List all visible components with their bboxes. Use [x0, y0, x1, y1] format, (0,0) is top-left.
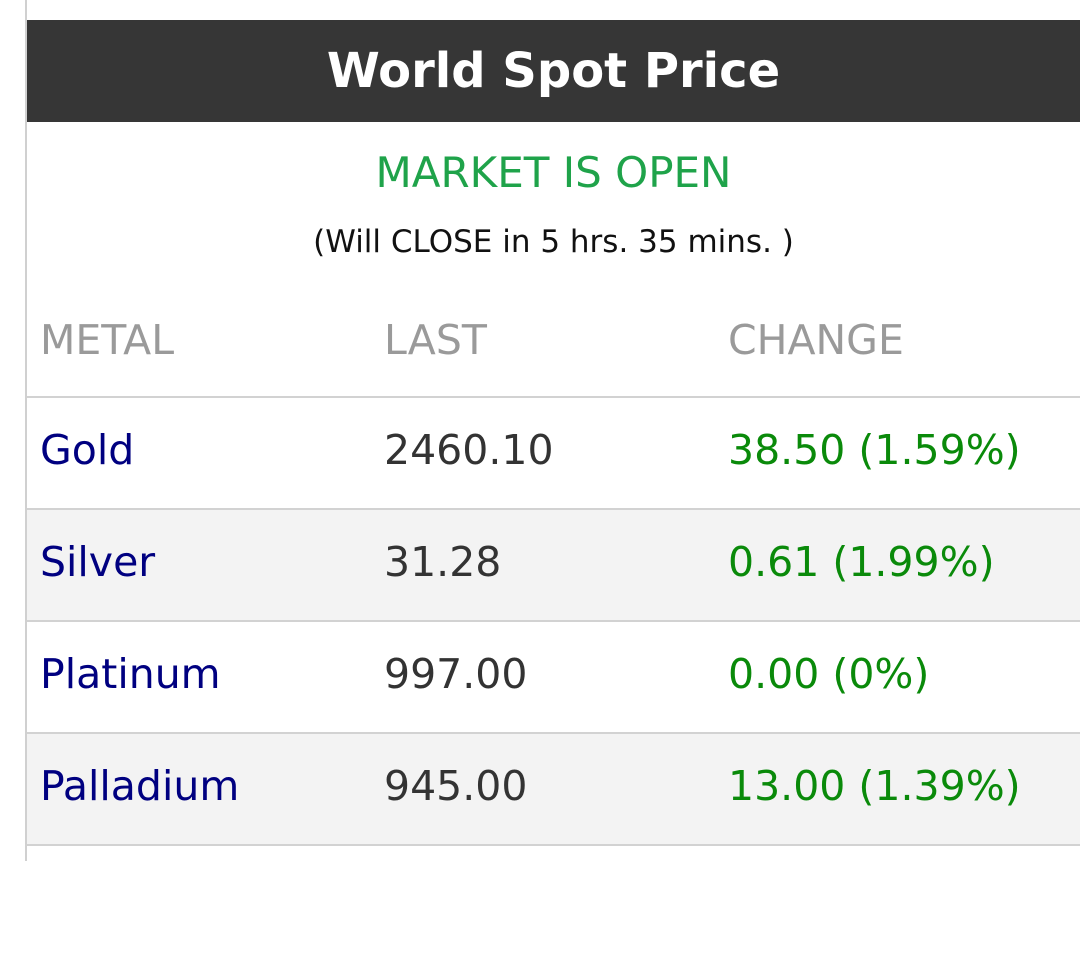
- table-row: Platinum 997.00 0.00 (0%): [27, 620, 1080, 732]
- metal-name: Silver: [40, 538, 156, 586]
- market-status: MARKET IS OPEN: [375, 148, 732, 197]
- metal-name: Palladium: [40, 762, 240, 810]
- close-note: (Will CLOSE in 5 hrs. 35 mins. ): [313, 224, 794, 260]
- table-row: Gold 2460.10 38.50 (1.59%): [27, 396, 1080, 508]
- page: World Spot Price MARKET IS OPEN (Will CL…: [25, 0, 1080, 861]
- price-change: 0.00 (0%): [728, 650, 930, 698]
- table-row-border: [27, 844, 1080, 956]
- table-row: Palladium 945.00 13.00 (1.39%): [27, 732, 1080, 844]
- frame: [25, 0, 1080, 861]
- title: World Spot Price: [27, 20, 1080, 122]
- price-change: 13.00 (1.39%): [728, 762, 1021, 810]
- price-change: 38.50 (1.59%): [728, 426, 1021, 474]
- column-header: LAST: [384, 316, 487, 364]
- column-header: METAL: [40, 316, 175, 364]
- metal-name: Gold: [40, 426, 135, 474]
- last-price: 2460.10: [384, 426, 554, 474]
- column-header: CHANGE: [728, 316, 904, 364]
- last-price: 31.28: [384, 538, 502, 586]
- table-row: Silver 31.28 0.61 (1.99%): [27, 508, 1080, 620]
- metal-name: Platinum: [40, 650, 221, 698]
- last-price: 997.00: [384, 650, 528, 698]
- price-change: 0.61 (1.99%): [728, 538, 995, 586]
- last-price: 945.00: [384, 762, 528, 810]
